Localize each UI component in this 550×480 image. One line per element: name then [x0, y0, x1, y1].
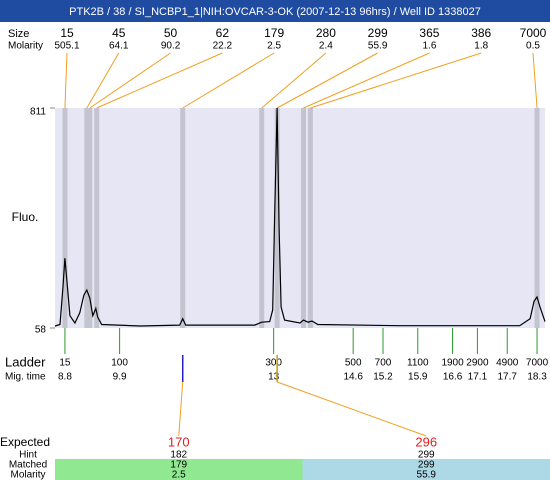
ladder-time: 15.2 — [373, 372, 393, 383]
expected-bg — [302, 459, 550, 480]
peak-connector — [276, 52, 378, 109]
expected-bg — [55, 459, 303, 480]
peak-connector — [310, 52, 482, 109]
y-tick-label: 811 — [30, 107, 46, 118]
expected-row-label: Matched — [9, 460, 47, 471]
ladder-time: 16.6 — [443, 372, 463, 383]
ladder-time: 17.7 — [497, 372, 517, 383]
expected-expected: 296 — [415, 434, 437, 449]
peak-connector — [89, 52, 171, 109]
peak-molarity: 2.4 — [319, 41, 333, 52]
mig-time-label: Mig. time — [5, 372, 46, 383]
peak-molarity: 55.9 — [368, 41, 388, 52]
peak-size: 386 — [471, 26, 491, 40]
peak-band — [94, 108, 100, 328]
peak-band — [307, 108, 313, 328]
ladder-label: Ladder — [5, 354, 46, 369]
peak-band — [87, 108, 93, 328]
peak-band — [180, 108, 186, 328]
peak-molarity: 0.5 — [526, 41, 540, 52]
expected-row-label: Expected — [0, 435, 50, 449]
ladder-time: 17.1 — [468, 372, 488, 383]
expected-row-label: Molarity — [10, 470, 45, 480]
plot-area — [55, 108, 545, 328]
peak-connector — [532, 52, 538, 109]
expected-row-label: Hint — [19, 450, 37, 461]
peak-band — [534, 108, 540, 328]
ladder-time: 9.9 — [113, 372, 127, 383]
title: PTK2B / 38 / SI_NCBP1_1|NIH:OVCAR-3-OK (… — [69, 6, 481, 18]
expected-matched: 179 — [170, 460, 187, 471]
ladder-size: 500 — [345, 358, 362, 369]
ladder-size: 300 — [265, 358, 282, 369]
expected-matched: 299 — [418, 460, 435, 471]
peak-connector — [96, 52, 223, 109]
ladder-size: 1900 — [441, 358, 464, 369]
expected-molarity: 55.9 — [417, 470, 437, 480]
peak-connector — [86, 52, 120, 109]
peak-size: 15 — [60, 26, 74, 40]
peak-connector — [64, 52, 68, 109]
peak-size: 62 — [216, 26, 230, 40]
ladder-time: 15.9 — [408, 372, 428, 383]
peak-molarity: 22.2 — [213, 41, 233, 52]
peak-connector — [182, 52, 275, 109]
ladder-time: 14.6 — [343, 372, 363, 383]
ladder-time: 18.3 — [527, 372, 547, 383]
ladder-size: 2900 — [466, 358, 489, 369]
ladder-time: 8.8 — [58, 372, 72, 383]
ladder-size: 700 — [375, 358, 392, 369]
ladder-time: 13 — [268, 372, 280, 383]
peak-molarity: 1.8 — [474, 41, 488, 52]
expected-molarity: 2.5 — [172, 470, 186, 480]
peak-size: 365 — [419, 26, 439, 40]
peak-band — [62, 108, 68, 328]
peak-size: 280 — [316, 26, 336, 40]
size-label: Size — [8, 28, 29, 40]
peak-size: 299 — [368, 26, 388, 40]
peak-molarity: 2.5 — [267, 41, 281, 52]
expected-hint: 299 — [418, 450, 435, 461]
peak-band — [300, 108, 306, 328]
peak-molarity: 505.1 — [54, 41, 79, 52]
expected-hint: 182 — [170, 450, 187, 461]
expected-connector — [276, 381, 427, 437]
ladder-size: 4900 — [496, 358, 519, 369]
expected-expected: 170 — [168, 434, 190, 449]
peak-size: 45 — [112, 26, 126, 40]
peak-size: 7000 — [520, 26, 547, 40]
ladder-size: 15 — [59, 358, 71, 369]
peak-band — [84, 108, 90, 328]
peak-size: 179 — [264, 26, 284, 40]
ladder-size: 100 — [111, 358, 128, 369]
peak-size: 50 — [164, 26, 178, 40]
peak-molarity: 90.2 — [161, 41, 181, 52]
ladder-size: 7000 — [526, 358, 549, 369]
peak-connector — [303, 52, 430, 109]
peak-band — [274, 108, 280, 328]
peak-molarity: 1.6 — [422, 41, 436, 52]
molarity-label: Molarity — [8, 41, 43, 52]
trace — [54, 107, 546, 327]
y-label: Fluo. — [12, 210, 39, 224]
peak-band — [259, 108, 265, 328]
y-tick-label: 58 — [35, 325, 47, 336]
title-bar — [0, 0, 550, 22]
expected-connector — [178, 381, 184, 437]
peak-molarity: 64.1 — [109, 41, 129, 52]
ladder-size: 1100 — [407, 358, 429, 369]
peak-connector — [261, 52, 327, 109]
